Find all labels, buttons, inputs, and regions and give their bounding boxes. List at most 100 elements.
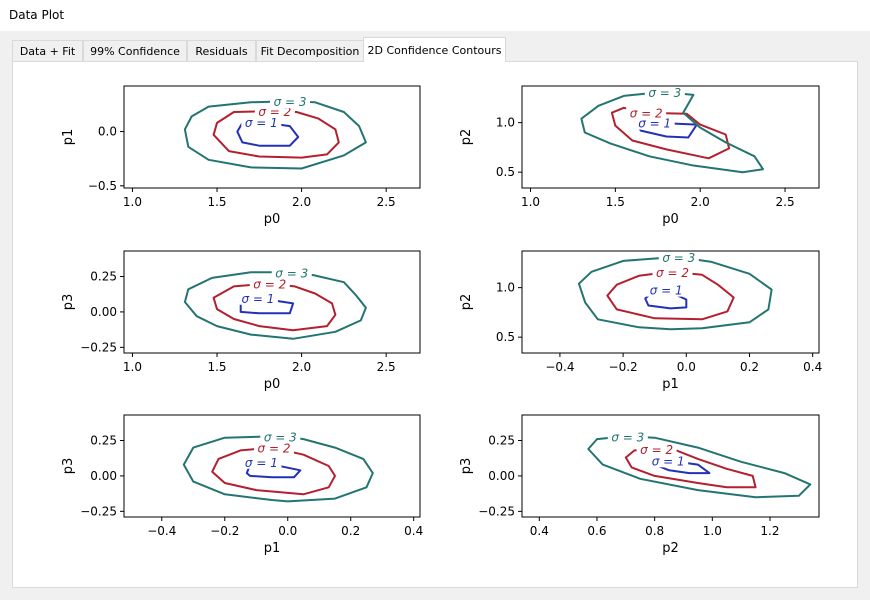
subplot-1-ytick-label: −0.5: [88, 179, 117, 193]
subplot-6-xlabel: p2: [662, 541, 679, 556]
tab-2d-confidence-contours[interactable]: 2D Confidence Contours: [363, 37, 506, 62]
subplot-1-ylabel: p1: [61, 129, 76, 146]
tab-data-fit[interactable]: Data + Fit: [12, 40, 83, 61]
subplot-3-xtick-label: 1.5: [207, 360, 226, 374]
subplot-5-xtick-label: 0.0: [278, 524, 297, 538]
subplot-6-ytick-label: 0.25: [488, 434, 515, 448]
subplot-6-axes-frame: [521, 414, 820, 518]
contour-figure: σ = 1σ = 2σ = 31.0 1.5 2.0 2.50.0−0.5p0p1σ …: [61, 85, 822, 556]
subplot-5-xtick-label: 0.2: [341, 524, 360, 538]
subplot-1-contour-label-bg-3: [270, 95, 311, 109]
subplot-4-contour-sigma2: [606, 270, 735, 321]
subplot-4-xtick-label: −0.2: [609, 360, 638, 374]
subplot-2-ytick-label: 0.5: [496, 165, 515, 179]
subplot-2-xtick-label: 2.0: [691, 195, 710, 209]
subplot-2-contour-label-bg-1: [634, 116, 675, 130]
subplot-3-xlabel: p0: [264, 377, 281, 392]
subplot-4-contour-label-bg-2: [652, 265, 693, 279]
subplot-1-xtick-label: 1.5: [207, 195, 226, 209]
subplot-2-contour-label-sigma3: σ = 3: [648, 86, 681, 100]
subplot-3-contour-label-bg-2: [249, 277, 290, 291]
subplot-3-contour-label-bg-3: [271, 266, 312, 280]
subplot-3-ytick-label: 0.00: [90, 305, 117, 319]
subplot-6-xtick-label: 0.8: [645, 524, 664, 538]
subplot-1-xtick-label: 1.0: [123, 195, 142, 209]
subplot-6-contour-label-sigma2: σ = 2: [640, 443, 673, 457]
subplot-3-ytick-label: −0.25: [80, 340, 117, 354]
subplot-1-contour-label-sigma2: σ = 2: [258, 105, 291, 119]
subplot-6-xtick-label: 1.0: [703, 524, 722, 538]
subplot-6-contour-sigma3: [587, 435, 812, 499]
subplot-5-axes-frame: [123, 414, 421, 518]
subplot-5-xtick-label: −0.2: [210, 524, 239, 538]
subplot-5-contour-label-bg-3: [260, 430, 301, 444]
subplot-6-contour-label-sigma3: σ = 3: [611, 430, 644, 444]
subplot-1-axes-frame: [123, 85, 421, 189]
subplot-4-contour-label-sigma3: σ = 3: [662, 251, 695, 265]
subplot-3-contour-label-bg-1: [237, 291, 278, 305]
subplot-1-xtick-label: 2.5: [377, 195, 396, 209]
subplot-5-ytick-label: −0.25: [80, 504, 117, 518]
subplot-4-contour-label-sigma1: σ = 1: [650, 284, 683, 298]
subplot-6-ytick-label: 0.00: [488, 469, 515, 483]
subplot-6-xtick-label: 0.4: [530, 524, 549, 538]
subplot-1-contour-sigma1: [236, 120, 300, 147]
subplot-3-ytick-label: 0.25: [90, 270, 117, 284]
subplot-2-contour-label-bg-3: [644, 85, 685, 99]
subplot-5-ylabel: p3: [61, 458, 76, 475]
subplot-4-xtick-label: 0.2: [740, 360, 759, 374]
subplot-4-ytick-label: 0.5: [496, 330, 515, 344]
subplot-5-contour-label-bg-2: [254, 441, 294, 455]
subplot-2-contour-label-bg-2: [626, 106, 667, 120]
subplot-5-xtick-label: −0.4: [147, 524, 176, 538]
subplot-5-contour-sigma3: [182, 435, 374, 503]
subplot-2-xtick-label: 1.0: [521, 195, 540, 209]
subplot-5-xtick-label: 0.4: [404, 524, 423, 538]
subplot-2-contour-label-sigma1: σ = 1: [638, 117, 671, 131]
subplot-5-contour-label-sigma3: σ = 3: [264, 430, 297, 444]
subplot-3-ylabel: p3: [61, 294, 76, 311]
subplot-1-contour-label-sigma3: σ = 3: [274, 95, 307, 109]
subplot-6-contour-label-sigma1: σ = 1: [652, 454, 685, 468]
subplot-4-contour-sigma3: [577, 255, 773, 331]
tab-99-confidence[interactable]: 99% Confidence: [83, 40, 187, 61]
subplot-1-contour-sigma2: [212, 110, 340, 159]
subplot-4-axes-frame: [521, 250, 820, 354]
subplot-5-contour-label-sigma2: σ = 2: [258, 442, 291, 456]
subplot-5-contour-label-sigma1: σ = 1: [245, 456, 278, 470]
subplot-2-contour-label-sigma2: σ = 2: [630, 107, 663, 121]
subplot-1-xlabel: p0: [264, 212, 281, 227]
subplot-1-xtick-label: 2.0: [292, 195, 311, 209]
subplot-6-contour-sigma2: [624, 446, 757, 489]
subplot-3-contour-sigma3: [183, 271, 367, 340]
subplot-3-xtick-label: 2.5: [377, 360, 396, 374]
subplot-6-xtick-label: 1.2: [760, 524, 779, 538]
subplot-6-contour-label-bg-2: [636, 443, 677, 456]
subplot-2-contour-sigma3: [580, 90, 764, 174]
subplot-6-contour-label-bg-1: [648, 454, 689, 468]
subplot-6-ytick-label: −0.25: [478, 504, 515, 518]
subplot-4-contour-label-bg-1: [646, 283, 687, 297]
subplot-3-xtick-label: 2.0: [292, 360, 311, 374]
window-title: Data Plot: [9, 8, 65, 22]
subplot-2-xtick-label: 1.5: [606, 195, 625, 209]
tab-fit-decomposition[interactable]: Fit Decomposition: [256, 40, 364, 61]
subplot-3-contour-sigma2: [212, 282, 337, 332]
subplot-5-xlabel: p1: [264, 541, 281, 556]
subplot-5-ytick-label: 0.25: [90, 434, 117, 448]
subplot-4-contour-label-bg-3: [658, 250, 699, 264]
subplot-2-xlabel: p0: [662, 212, 679, 227]
tab-residuals[interactable]: Residuals: [187, 40, 256, 61]
subplot-2-axes-frame: [521, 85, 820, 189]
subplot-4-ylabel: p2: [459, 294, 474, 311]
subplot-4-xtick-label: −0.4: [545, 360, 574, 374]
subplot-1-contour-label-bg-2: [254, 104, 295, 118]
subplot-5-contour-label-bg-1: [241, 455, 282, 469]
subplot-4-ytick-label: 1.0: [496, 281, 515, 295]
subplot-3-axes-frame: [123, 250, 421, 354]
subplot-6-contour-label-bg-3: [607, 430, 648, 444]
subplot-4-xtick-label: 0.4: [803, 360, 822, 374]
subplot-3-contour-label-sigma3: σ = 3: [275, 266, 308, 280]
subplot-2-ytick-label: 1.0: [496, 116, 515, 130]
